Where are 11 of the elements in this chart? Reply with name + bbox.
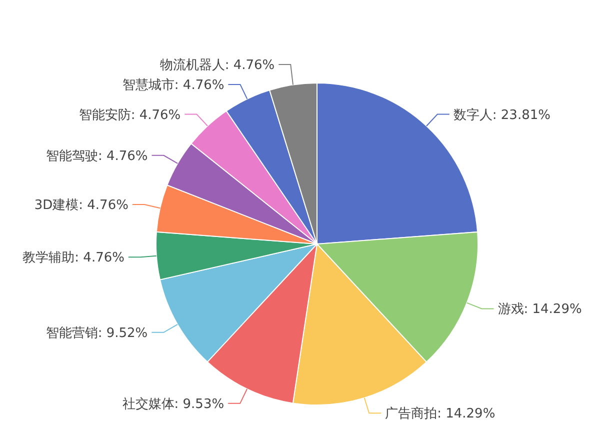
slice-label: 智能营销: 9.52% (46, 326, 148, 341)
slice-label: 数字人: 23.81% (453, 106, 550, 123)
slice-label: 社交媒体: 9.53% (122, 396, 224, 412)
slice-label: 广告商拍: 14.29% (385, 406, 496, 422)
slice-label: 智能驾驶: 4.76% (46, 148, 148, 164)
slice-label: 教学辅助: 4.76% (22, 250, 124, 266)
slice-label: 3D建模: 4.76% (34, 198, 128, 214)
slice-label: 物流机器人: 4.76% (160, 57, 275, 74)
slice-label: 智慧城市: 4.76% (122, 78, 224, 94)
slice-label: 智能安防: 4.76% (78, 106, 181, 123)
slice-label: 游戏: 14.29% (498, 302, 582, 318)
